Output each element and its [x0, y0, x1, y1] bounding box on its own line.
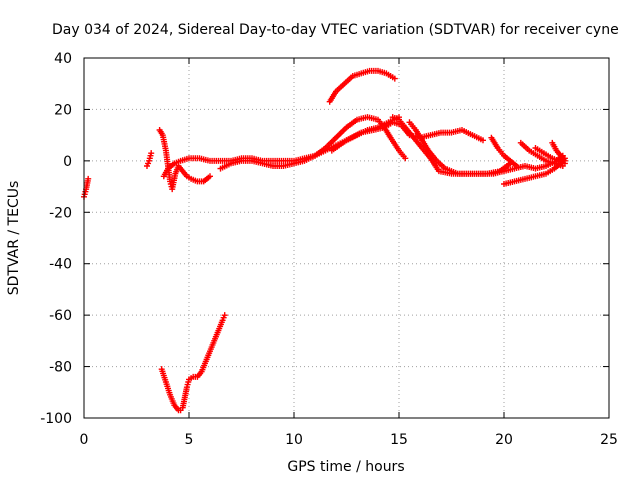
- data-point: [207, 173, 213, 180]
- data-point: [513, 163, 520, 169]
- series-arc-e: [217, 114, 409, 172]
- x-tick-label: 15: [390, 432, 408, 448]
- series-arc-n: [549, 139, 568, 164]
- y-tick-label: 20: [54, 102, 72, 118]
- y-tick-label: 0: [63, 154, 72, 170]
- y-tick-label: -20: [49, 205, 72, 221]
- series-arc-d: [160, 114, 402, 180]
- data-point: [85, 175, 92, 182]
- y-tick-label: 40: [54, 51, 72, 67]
- chart-title: Day 034 of 2024, Sidereal Day-to-day VTE…: [52, 22, 619, 38]
- x-axis-label: GPS time / hours: [287, 459, 404, 475]
- x-tick-label: 5: [185, 432, 194, 448]
- series-arc-b: [144, 150, 155, 169]
- x-tick-labels: 0 5 10 15 20 25: [80, 432, 618, 448]
- data-point: [148, 150, 155, 157]
- x-tick-label: 25: [600, 432, 618, 448]
- grid-lines: [84, 58, 609, 418]
- data-points: [81, 67, 568, 414]
- series-arc-j: [488, 134, 520, 169]
- y-tick-labels: -100 -80 -60 -40 -20 0 20 40: [40, 51, 72, 427]
- data-point: [561, 157, 568, 164]
- y-tick-label: -100: [40, 411, 72, 427]
- x-tick-label: 10: [285, 432, 303, 448]
- series-arc-f: [326, 67, 398, 105]
- series-arc-i: [406, 119, 514, 177]
- axis-ticks: [83, 57, 610, 419]
- data-point: [402, 155, 409, 162]
- y-axis-label: SDTVAR / TECUs: [6, 181, 22, 296]
- y-tick-label: -60: [49, 308, 72, 324]
- x-tick-label: 0: [80, 432, 89, 448]
- data-point: [221, 312, 228, 319]
- series-arc-o: [158, 312, 228, 414]
- series-arc-m: [532, 145, 568, 167]
- series-arc-g: [328, 119, 486, 154]
- series-arc-a: [81, 175, 92, 200]
- x-tick-label: 20: [495, 432, 513, 448]
- y-tick-label: -40: [49, 257, 72, 273]
- series-arc-h: [389, 114, 566, 177]
- data-point: [391, 75, 398, 82]
- y-tick-label: -80: [49, 360, 72, 376]
- plot-frame: [83, 57, 610, 419]
- data-point: [480, 137, 486, 144]
